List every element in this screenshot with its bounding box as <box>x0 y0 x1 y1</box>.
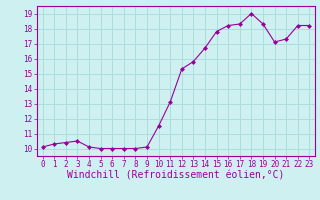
X-axis label: Windchill (Refroidissement éolien,°C): Windchill (Refroidissement éolien,°C) <box>67 171 285 181</box>
